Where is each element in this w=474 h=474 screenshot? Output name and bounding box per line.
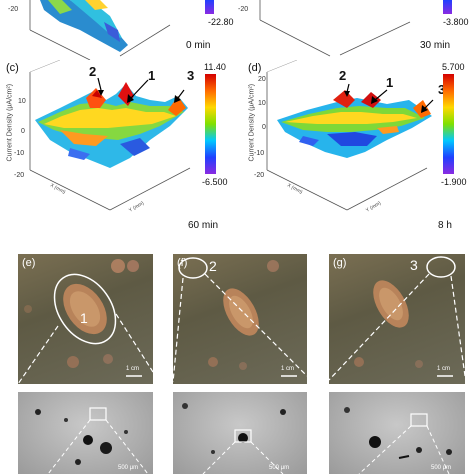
- time-label-c: 60 min: [188, 220, 219, 231]
- tick-a-neg20: -20: [8, 6, 19, 13]
- time-label-a: 0 min: [186, 40, 211, 51]
- svg-text:Y (mm): Y (mm): [128, 200, 145, 214]
- photo-scale-e: 1 cm: [126, 366, 140, 372]
- photo-marker-f: 2: [209, 258, 217, 274]
- photo-e: (e) 1 1 cm: [18, 254, 153, 384]
- peak-label-d-1: 1: [386, 75, 394, 90]
- photo-letter-e: (e): [22, 257, 36, 269]
- peak-label-d-3: 3: [438, 82, 446, 97]
- micrograph-e: 500 μm: [18, 392, 153, 474]
- tick-d-20: 20: [258, 76, 266, 83]
- photo-f: (f) 2 1 cm: [173, 254, 307, 384]
- ylabel-c: Current Density (μA/cm²): [6, 83, 14, 162]
- time-label-b: 30 min: [420, 40, 451, 51]
- photo-letter-f: (f): [177, 257, 188, 269]
- photo-letter-g: (g): [333, 257, 347, 269]
- colorbar-c: [205, 74, 216, 174]
- svg-text:X (mm): X (mm): [49, 182, 67, 195]
- time-label-d: 8 h: [438, 220, 452, 231]
- svg-text:Y (mm): Y (mm): [365, 200, 382, 214]
- peak-label-d-2: 2: [339, 68, 347, 83]
- photo-scale-g: 1 cm: [437, 366, 451, 372]
- peak-label-c-3: 3: [187, 68, 195, 83]
- peak-label-c-1: 1: [148, 68, 156, 83]
- colorbar-b: [443, 0, 452, 14]
- photo-scale-f: 1 cm: [281, 366, 295, 372]
- colorbar-c-min: -6.500: [202, 177, 228, 187]
- micro-scale-g: 500 μm: [431, 465, 452, 471]
- tick-d-10: 10: [258, 100, 266, 107]
- photo-g: (g) 3 1 cm: [329, 254, 465, 384]
- photo-marker-e: 1: [80, 310, 88, 326]
- surface-plot-c: X (mm) Y (mm): [29, 60, 191, 214]
- tick-c-10: 10: [18, 98, 26, 105]
- panel-letter-c: (c): [6, 62, 19, 74]
- micro-scale-f: 500 μm: [269, 465, 290, 471]
- colorbar-d-min: -1.900: [441, 177, 467, 187]
- photo-marker-g: 3: [410, 257, 418, 273]
- micrograph-g: 500 μm: [329, 392, 465, 474]
- tick-b-neg20: -20: [238, 6, 249, 13]
- svg-text:X (mm): X (mm): [286, 182, 304, 195]
- tick-d-neg10: -10: [254, 150, 265, 157]
- colorbar-a-min: -22.80: [208, 17, 234, 27]
- tick-c-neg20: -20: [14, 172, 25, 179]
- colorbar-c-max: 11.40: [204, 62, 226, 72]
- micrograph-f: 500 μm: [173, 392, 307, 474]
- tick-c-0: 0: [21, 128, 25, 135]
- colorbar-d: [443, 74, 454, 174]
- surface-plot-d: X (mm) Y (mm): [266, 60, 434, 214]
- colorbar-d-max: 5.700: [442, 62, 465, 72]
- tick-c-neg10: -10: [14, 150, 25, 157]
- colorbar-b-min: -3.800: [443, 17, 469, 27]
- top-strip: [29, 0, 452, 60]
- tick-d-0: 0: [262, 124, 266, 131]
- tick-d-neg20: -20: [254, 172, 265, 179]
- surface-plot-a: [40, 0, 128, 52]
- colorbar-a: [205, 0, 214, 14]
- panel-letter-d: (d): [248, 62, 262, 74]
- peak-label-c-2: 2: [89, 64, 97, 79]
- micro-scale-e: 500 μm: [118, 465, 139, 471]
